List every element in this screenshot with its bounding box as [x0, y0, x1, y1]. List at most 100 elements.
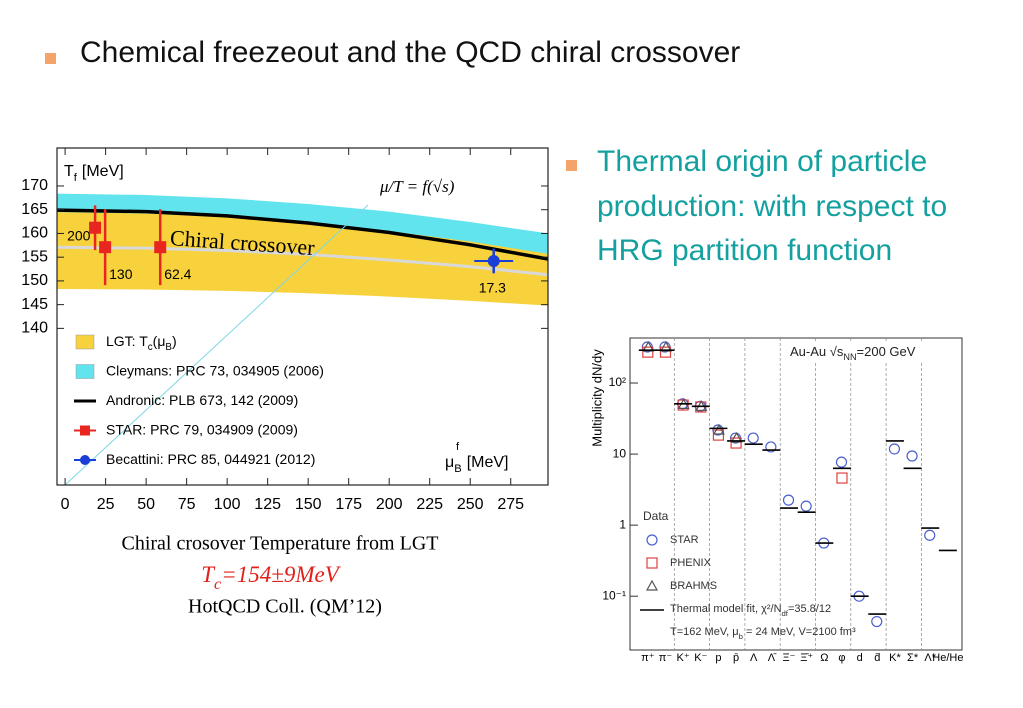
- text-part: [MeV]: [82, 163, 124, 180]
- text-part: =154±9MeV: [221, 562, 342, 587]
- marker: [924, 529, 936, 541]
- marker: [642, 346, 654, 358]
- text-part: =35.8/12: [788, 603, 831, 615]
- marker: [712, 423, 725, 435]
- legend-swatch: [80, 425, 90, 436]
- y-tick-label: 170: [21, 177, 48, 194]
- x-tick-label: 175: [335, 496, 362, 513]
- text-part: f: [74, 172, 78, 184]
- x-tick-label: K⁻: [694, 652, 707, 664]
- marker: [747, 432, 759, 444]
- x-tick-label: 50: [137, 496, 155, 513]
- text-part: T: [201, 562, 216, 587]
- rich-text: LGT: Tc(μB): [106, 333, 177, 353]
- x-tick-label: Λ*: [924, 652, 936, 664]
- rich-text: STAR: PRC 79, 034909 (2009): [106, 421, 298, 437]
- x-tick-label: Ω: [820, 652, 828, 664]
- point-label: 62.4: [164, 266, 191, 282]
- text-part: =200 GeV: [857, 344, 916, 359]
- text-part: c: [214, 576, 221, 593]
- text-part: df: [782, 609, 789, 618]
- x-tick-label: Λ: [750, 652, 758, 664]
- text-part: μ: [445, 454, 454, 471]
- text-part: Andronic: PLB 673, 142 (2009): [106, 392, 298, 408]
- text-part: PHENIX: [670, 557, 712, 569]
- y-tick-label: 10²: [609, 375, 626, 389]
- text-part: BRAHMS: [670, 580, 717, 592]
- text-part: c: [148, 342, 153, 353]
- marker: [659, 340, 672, 352]
- x-tick-label: Σ*: [907, 652, 919, 664]
- rich-text: PHENIX: [670, 557, 712, 569]
- x-tick-label: π⁻: [659, 652, 673, 664]
- x-tick-label: π⁺: [641, 652, 655, 664]
- x-tick-label: 275: [497, 496, 524, 513]
- text-part: b: [739, 632, 743, 641]
- y-tick-label: 150: [21, 272, 48, 289]
- band: [57, 193, 548, 254]
- text-part: Cleymans: PRC 73, 034905 (2006): [106, 362, 324, 378]
- marker: [906, 450, 918, 462]
- y-tick-label: 1: [619, 517, 626, 531]
- x-tick-label: d: [857, 652, 863, 664]
- text-part: (μ: [153, 333, 166, 349]
- x-tick-label: p: [715, 652, 721, 664]
- marker: [89, 221, 102, 234]
- x-tick-label: 25: [97, 496, 115, 513]
- x-tick-label: 250: [457, 496, 484, 513]
- marker: [642, 340, 655, 352]
- text-part: = 24 MeV, V=2100 fm³: [743, 626, 856, 638]
- x-tick-label: φ: [838, 652, 845, 664]
- annotation-box: [787, 343, 955, 363]
- x-tick-label: 0: [61, 496, 70, 513]
- x-tick-label: He/He: [932, 652, 963, 664]
- plot-frame: [56, 147, 549, 486]
- rich-text: BRAHMS: [670, 580, 717, 592]
- annotation: μ/T = f(√s): [379, 177, 455, 196]
- marker: [835, 456, 848, 468]
- point-label: 200: [67, 227, 91, 243]
- text-part: T=162 MeV, μ: [670, 626, 739, 638]
- text-part: ): [172, 333, 177, 349]
- legend-swatch: [645, 579, 659, 591]
- caption: HotQCD Coll. (QM’12): [188, 596, 382, 618]
- marker: [730, 437, 742, 449]
- rich-text: Becattini: PRC 85, 044921 (2012): [106, 451, 315, 467]
- plot-frame: [629, 337, 963, 651]
- bullet-mark: [566, 160, 577, 171]
- y-label: Multiplicity dN/dy: [589, 349, 604, 447]
- plot-area: [57, 193, 548, 306]
- legend-title: Data: [643, 509, 669, 523]
- legend-swatch: [80, 455, 90, 465]
- rich-text: Thermal model fit, χ²/Ndf=35.8/12: [670, 603, 831, 618]
- marker: [871, 615, 883, 628]
- x-tick-label: K⁺: [677, 652, 690, 664]
- y-tick-label: 10⁻¹: [602, 588, 626, 602]
- text-part: Thermal model fit, χ²/N: [670, 603, 782, 615]
- x-tick-label: K*: [889, 652, 901, 664]
- legend-swatch: [75, 364, 95, 379]
- x-tick-label: p̄: [733, 652, 739, 664]
- y-tick-label: 140: [21, 320, 48, 337]
- x-tick-label: 200: [376, 496, 403, 513]
- caption: Chiral crosover Temperature from LGT: [121, 533, 438, 555]
- point-label: 17.3: [479, 280, 506, 296]
- rich-text: Andronic: PLB 673, 142 (2009): [106, 392, 298, 408]
- marker: [888, 443, 901, 455]
- text-part: Au-Au √s: [790, 344, 844, 359]
- rich-text: Au-Au √sNN=200 GeV: [790, 344, 916, 362]
- mu-over-t-line: [64, 204, 369, 486]
- x-tick-label: Ξ̄⁺: [800, 652, 813, 664]
- marker: [659, 346, 672, 358]
- y-tick-label: 10: [613, 446, 627, 460]
- rich-text: T=162 MeV, μb = 24 MeV, V=2100 fm³: [670, 626, 856, 641]
- x-tick-label: 150: [295, 496, 322, 513]
- x-tick-label: Ξ⁻: [783, 652, 796, 664]
- y-tick-label: 145: [21, 296, 48, 313]
- curve: [57, 208, 548, 261]
- marker: [730, 431, 743, 443]
- curve: [57, 245, 548, 277]
- bullet-mark: [45, 53, 56, 64]
- legend-swatch: [646, 534, 658, 546]
